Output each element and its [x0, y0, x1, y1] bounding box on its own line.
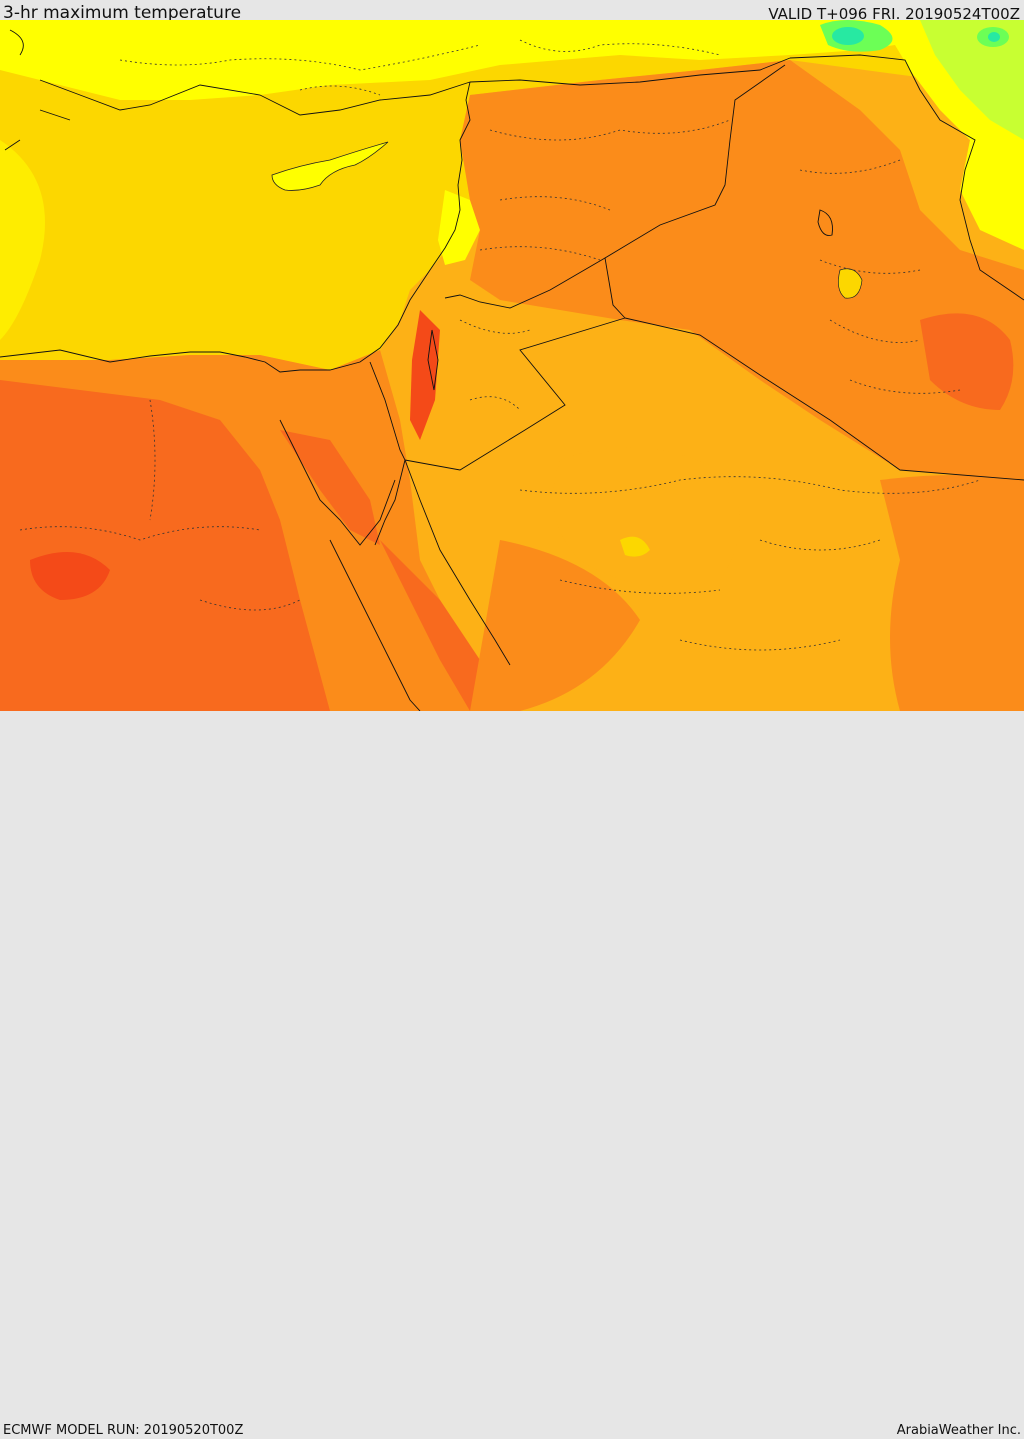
map-title: 3-hr maximum temperature	[3, 3, 242, 23]
temperature-map[interactable]	[0, 20, 1024, 711]
north-yellow-band	[0, 20, 1024, 100]
west-egypt-deep-red	[30, 552, 110, 600]
dead-sea-red	[410, 310, 440, 440]
turkey-coast	[39, 79, 471, 116]
northeast-lime	[920, 20, 1024, 140]
lake	[838, 268, 863, 299]
header-bar: 3-hr maximum temperature VALID T+096 FRI…	[0, 0, 1024, 23]
syria-turkey-border	[469, 57, 791, 86]
iraq-provinces	[799, 159, 961, 394]
red-sea-west-coast	[279, 419, 396, 546]
egypt-red	[0, 380, 330, 711]
borders-dotted	[19, 39, 981, 651]
syria-provinces	[479, 119, 731, 261]
valid-time-label: VALID T+096 FRI. 20190524T00Z	[768, 5, 1020, 23]
saudi-iraq-border	[624, 317, 1024, 481]
saudi-provinces	[519, 476, 981, 651]
red-sea-east-coast	[404, 459, 511, 666]
persian-islands	[817, 209, 833, 236]
iran-iraq-border	[789, 54, 1024, 301]
jordan-iraq-border	[404, 317, 626, 471]
saudi-amber-blob	[553, 447, 740, 587]
east-orange-south	[880, 475, 1024, 711]
mediterranean-fill	[0, 20, 1024, 370]
borders-solid	[0, 29, 1024, 711]
sinai-red	[280, 430, 380, 545]
credit-label: ArabiaWeather Inc.	[896, 1423, 1021, 1438]
syria-iraq-border	[604, 64, 786, 319]
model-run-label: ECMWF MODEL RUN: 20190520T00Z	[3, 1423, 244, 1438]
arabia-orange-south	[470, 540, 640, 711]
iraq-red	[920, 313, 1014, 410]
cyprus	[271, 141, 389, 191]
northeast-cyan-spot	[832, 27, 864, 45]
saudi-gold-patch	[620, 536, 650, 557]
aegean-islands	[4, 29, 71, 151]
med-coast	[0, 81, 471, 373]
northeast-cyan-spot-2	[988, 32, 1000, 42]
egypt-provinces	[19, 399, 301, 611]
dead-sea-shore	[427, 329, 439, 391]
jordan-provinces	[459, 319, 531, 411]
west-med-yellow	[0, 140, 45, 340]
footer-bar: ECMWF MODEL RUN: 20190520T00Z ArabiaWeat…	[0, 711, 1024, 1438]
syria-jordan-border	[444, 257, 606, 309]
red-sea-egypt-coast	[329, 539, 421, 711]
levant-yellow	[438, 190, 480, 265]
syria-iraq-orange	[460, 60, 1024, 480]
turkey-provinces	[119, 39, 721, 96]
map-svg	[0, 20, 1024, 711]
